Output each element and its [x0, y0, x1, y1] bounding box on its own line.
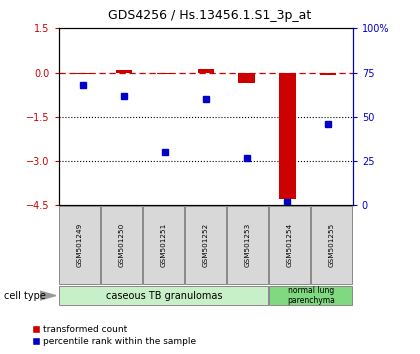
Text: GSM501255: GSM501255	[329, 223, 335, 267]
Text: GSM501253: GSM501253	[245, 223, 251, 267]
Bar	[75, 73, 92, 74]
Text: normal lung
parenchyma: normal lung parenchyma	[287, 286, 335, 305]
Bar	[320, 73, 336, 75]
Text: GSM501254: GSM501254	[287, 223, 293, 267]
Text: cell type: cell type	[4, 291, 46, 301]
Text: GDS4256 / Hs.13456.1.S1_3p_at: GDS4256 / Hs.13456.1.S1_3p_at	[108, 9, 312, 22]
Bar	[101, 206, 142, 284]
Bar	[239, 73, 255, 83]
Bar	[198, 69, 214, 73]
Text: GSM501249: GSM501249	[77, 223, 83, 267]
Legend: transformed count, percentile rank within the sample: transformed count, percentile rank withi…	[30, 321, 200, 349]
Text: GSM501251: GSM501251	[161, 223, 167, 267]
Text: GSM501252: GSM501252	[203, 223, 209, 267]
Bar	[59, 286, 268, 305]
Bar	[269, 206, 310, 284]
Bar	[185, 206, 226, 284]
Text: GSM501250: GSM501250	[119, 223, 125, 267]
Bar	[116, 70, 132, 73]
Bar	[143, 206, 184, 284]
Text: caseous TB granulomas: caseous TB granulomas	[105, 291, 222, 301]
Bar	[279, 73, 296, 199]
Polygon shape	[40, 291, 56, 300]
Bar	[59, 206, 100, 284]
Bar	[227, 206, 268, 284]
Bar	[157, 73, 173, 74]
Bar	[311, 206, 352, 284]
Bar	[269, 286, 352, 305]
